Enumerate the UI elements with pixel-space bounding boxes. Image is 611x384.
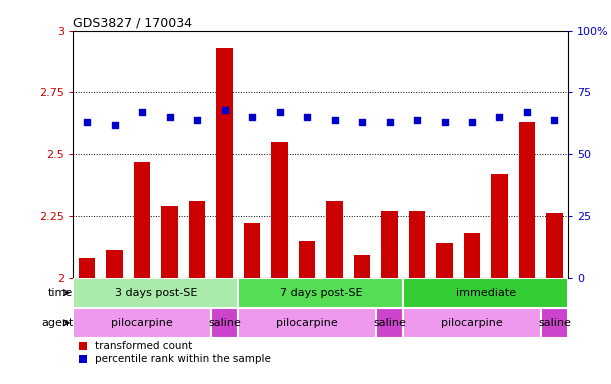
Bar — [271, 142, 288, 278]
Point — [165, 114, 175, 120]
Point — [522, 109, 532, 115]
Bar — [519, 122, 535, 278]
Bar — [326, 201, 343, 278]
Bar — [541, 308, 568, 338]
Text: saline: saline — [208, 318, 241, 328]
Bar — [491, 174, 508, 278]
Point — [220, 107, 230, 113]
Bar — [403, 278, 568, 308]
Bar — [381, 211, 398, 278]
Bar — [73, 308, 211, 338]
Bar — [354, 255, 370, 278]
Text: 7 days post-SE: 7 days post-SE — [279, 288, 362, 298]
Bar — [238, 278, 403, 308]
Point — [192, 116, 202, 122]
Point — [82, 119, 92, 125]
Bar — [161, 206, 178, 278]
Bar — [211, 308, 238, 338]
Point — [412, 116, 422, 122]
Bar — [73, 278, 238, 308]
Bar — [436, 243, 453, 278]
Point — [302, 114, 312, 120]
Text: pilocarpine: pilocarpine — [111, 318, 173, 328]
Bar — [79, 258, 95, 278]
Bar — [376, 308, 403, 338]
Bar — [134, 162, 150, 278]
Text: GDS3827 / 170034: GDS3827 / 170034 — [73, 17, 192, 30]
Bar — [189, 201, 205, 278]
Text: immediate: immediate — [456, 288, 516, 298]
Text: time: time — [48, 288, 73, 298]
Text: saline: saline — [373, 318, 406, 328]
Bar — [546, 214, 563, 278]
Text: agent: agent — [41, 318, 73, 328]
Bar — [238, 308, 376, 338]
Point — [495, 114, 505, 120]
Bar — [409, 211, 425, 278]
Point — [275, 109, 285, 115]
Point — [467, 119, 477, 125]
Bar — [299, 240, 315, 278]
Point — [110, 121, 120, 127]
Text: pilocarpine: pilocarpine — [441, 318, 503, 328]
Legend: transformed count, percentile rank within the sample: transformed count, percentile rank withi… — [79, 341, 271, 364]
Point — [440, 119, 450, 125]
Point — [330, 116, 340, 122]
Text: saline: saline — [538, 318, 571, 328]
Bar — [464, 233, 480, 278]
Point — [385, 119, 395, 125]
Point — [247, 114, 257, 120]
Point — [357, 119, 367, 125]
Bar — [216, 48, 233, 278]
Text: 3 days post-SE: 3 days post-SE — [115, 288, 197, 298]
Bar — [106, 250, 123, 278]
Text: pilocarpine: pilocarpine — [276, 318, 338, 328]
Point — [137, 109, 147, 115]
Bar — [244, 223, 260, 278]
Point — [550, 116, 560, 122]
Bar — [403, 308, 541, 338]
